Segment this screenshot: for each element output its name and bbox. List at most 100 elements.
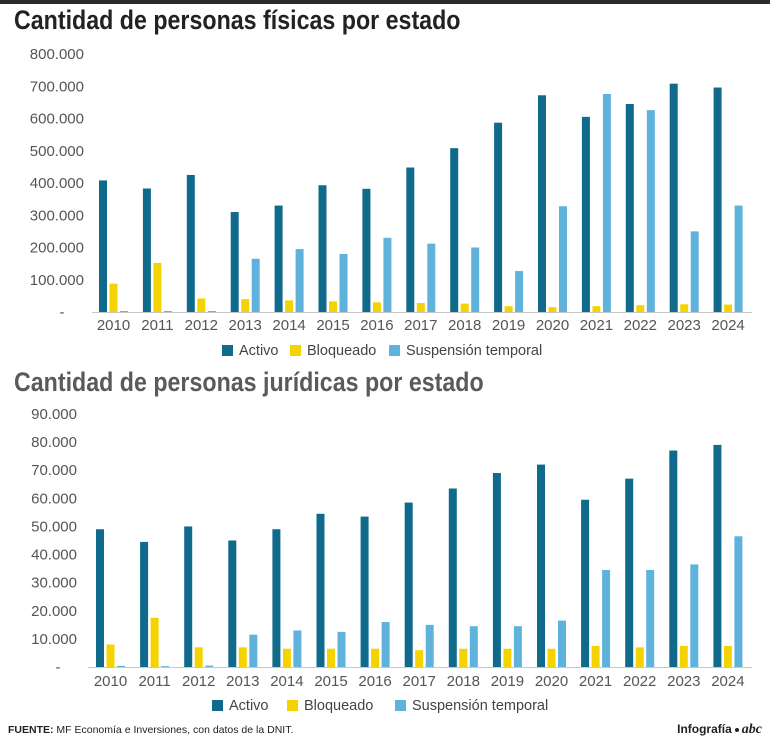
bar-activo-2016 bbox=[362, 188, 371, 312]
bar-suspensión-temporal-2022 bbox=[646, 110, 655, 313]
bar-activo-2024 bbox=[713, 87, 722, 312]
x-tick-label: 2021 bbox=[579, 673, 612, 690]
source-text: MF Economía e Inversiones, con datos de … bbox=[53, 724, 294, 736]
chart-title-fisicas: Cantidad de personas físicas por estado bbox=[14, 5, 461, 35]
x-tick-label: 2012 bbox=[182, 673, 215, 690]
bar-activo-2019 bbox=[492, 473, 501, 667]
bar-suspensión-temporal-2014 bbox=[295, 249, 304, 312]
bar-suspensión-temporal-2023 bbox=[690, 231, 699, 312]
y-tick-label: 200.000 bbox=[30, 240, 84, 257]
bar-suspensión-temporal-2015 bbox=[339, 253, 348, 312]
bar-suspensión-temporal-2024 bbox=[734, 205, 743, 312]
brand-credit: Infografía abc bbox=[677, 722, 762, 738]
x-tick-label: 2020 bbox=[536, 317, 569, 334]
bar-activo-2012 bbox=[184, 526, 193, 667]
legend-label: Activo bbox=[229, 698, 269, 714]
bar-activo-2010 bbox=[96, 529, 104, 667]
bar-activo-2015 bbox=[316, 513, 325, 667]
bar-suspensión-temporal-2020 bbox=[559, 206, 567, 312]
source-note: FUENTE: MF Economía e Inversiones, con d… bbox=[8, 724, 293, 736]
bar-bloqueado-2024 bbox=[724, 304, 733, 312]
x-tick-label: 2014 bbox=[272, 317, 305, 334]
bar-bloqueado-2010 bbox=[109, 283, 118, 312]
bar-bloqueado-2022 bbox=[636, 305, 645, 312]
x-tick-label: 2016 bbox=[358, 673, 391, 690]
bar-activo-2015 bbox=[318, 185, 327, 312]
bar-activo-2013 bbox=[228, 540, 237, 667]
chart-title-juridicas: Cantidad de personas jurídicas por estad… bbox=[14, 367, 484, 397]
x-tick-label: 2014 bbox=[270, 673, 303, 690]
legend-label: Bloqueado bbox=[304, 698, 373, 714]
bar-suspensión-temporal-2018 bbox=[469, 626, 478, 667]
x-tick-label: 2013 bbox=[229, 317, 262, 334]
top-rule bbox=[0, 0, 770, 4]
y-tick-label: 60.000 bbox=[31, 490, 77, 507]
y-tick-label: 50.000 bbox=[31, 518, 77, 535]
legend-swatch-suspensión-temporal bbox=[395, 700, 406, 711]
x-tick-label: 2017 bbox=[404, 317, 437, 334]
bar-activo-2021 bbox=[581, 499, 590, 667]
bar-bloqueado-2013 bbox=[241, 299, 250, 312]
y-tick-label: - bbox=[60, 304, 65, 321]
bar-bloqueado-2018 bbox=[460, 303, 469, 312]
source-label: FUENTE: bbox=[8, 724, 54, 736]
y-tick-label: 10.000 bbox=[31, 631, 77, 648]
legend-label: Activo bbox=[239, 343, 279, 359]
x-tick-label: 2013 bbox=[226, 673, 259, 690]
y-tick-label: 300.000 bbox=[30, 207, 84, 224]
bar-suspensión-temporal-2011 bbox=[163, 311, 172, 312]
bar-suspensión-temporal-2010 bbox=[117, 665, 125, 667]
bullet-icon bbox=[734, 727, 739, 732]
legend-label: Bloqueado bbox=[307, 343, 376, 359]
bar-bloqueado-2021 bbox=[591, 645, 600, 667]
legend-swatch-bloqueado bbox=[287, 700, 298, 711]
bar-activo-2010 bbox=[99, 180, 107, 312]
bar-activo-2018 bbox=[448, 488, 457, 667]
bar-bloqueado-2020 bbox=[547, 648, 556, 667]
bar-suspensión-temporal-2017 bbox=[427, 243, 436, 312]
bar-bloqueado-2014 bbox=[285, 300, 294, 312]
x-tick-label: 2022 bbox=[623, 673, 656, 690]
x-tick-label: 2023 bbox=[668, 317, 701, 334]
legend-swatch-suspensión-temporal bbox=[389, 345, 400, 356]
y-tick-label: 80.000 bbox=[31, 434, 77, 451]
bar-bloqueado-2016 bbox=[372, 302, 381, 312]
x-tick-label: 2024 bbox=[711, 673, 744, 690]
bar-suspensión-temporal-2019 bbox=[513, 626, 522, 667]
bar-suspensión-temporal-2016 bbox=[383, 237, 392, 312]
y-tick-label: 500.000 bbox=[30, 143, 84, 160]
bar-bloqueado-2019 bbox=[503, 648, 512, 667]
bar-activo-2014 bbox=[274, 205, 283, 312]
bar-suspensión-temporal-2023 bbox=[690, 564, 699, 667]
x-tick-label: 2019 bbox=[491, 673, 524, 690]
bar-activo-2011 bbox=[140, 541, 149, 667]
y-tick-label: 600.000 bbox=[30, 111, 84, 128]
bar-bloqueado-2015 bbox=[329, 301, 337, 312]
x-tick-label: 2020 bbox=[535, 673, 568, 690]
bar-bloqueado-2011 bbox=[153, 262, 162, 312]
bar-suspensión-temporal-2018 bbox=[471, 247, 480, 312]
bar-suspensión-temporal-2012 bbox=[207, 311, 216, 312]
bar-bloqueado-2014 bbox=[282, 648, 291, 667]
bar-suspensión-temporal-2014 bbox=[293, 630, 302, 667]
y-tick-label: - bbox=[56, 659, 61, 676]
x-tick-label: 2010 bbox=[94, 673, 127, 690]
x-tick-label: 2015 bbox=[316, 317, 349, 334]
legend-swatch-activo bbox=[222, 345, 233, 356]
x-tick-label: 2021 bbox=[580, 317, 613, 334]
y-tick-label: 30.000 bbox=[31, 575, 77, 592]
bar-bloqueado-2013 bbox=[238, 647, 247, 667]
bar-bloqueado-2012 bbox=[197, 298, 206, 312]
bar-activo-2019 bbox=[494, 122, 503, 312]
bar-bloqueado-2024 bbox=[723, 645, 732, 667]
x-tick-label: 2023 bbox=[667, 673, 700, 690]
bar-activo-2017 bbox=[404, 502, 413, 667]
bar-suspensión-temporal-2013 bbox=[251, 258, 260, 312]
x-tick-label: 2015 bbox=[314, 673, 347, 690]
bar-suspensión-temporal-2010 bbox=[120, 311, 128, 312]
legend-swatch-bloqueado bbox=[290, 345, 301, 356]
bar-bloqueado-2018 bbox=[459, 648, 468, 667]
y-tick-label: 400.000 bbox=[30, 175, 84, 192]
bar-activo-2020 bbox=[538, 95, 546, 312]
